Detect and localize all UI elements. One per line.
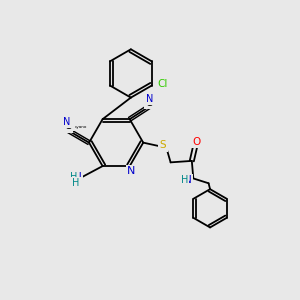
Text: N: N: [127, 167, 135, 176]
Text: C: C: [146, 98, 152, 108]
Text: H: H: [181, 175, 188, 185]
Text: N: N: [146, 94, 154, 103]
Text: H: H: [72, 178, 80, 188]
Text: N: N: [184, 175, 192, 185]
Text: N: N: [74, 172, 82, 182]
Text: S: S: [160, 140, 166, 150]
Text: Cl: Cl: [157, 79, 167, 89]
Text: O: O: [192, 137, 201, 147]
Text: C: C: [64, 121, 71, 131]
Text: cyano: cyano: [75, 125, 87, 129]
Text: H: H: [70, 172, 78, 182]
Text: N: N: [63, 117, 70, 127]
